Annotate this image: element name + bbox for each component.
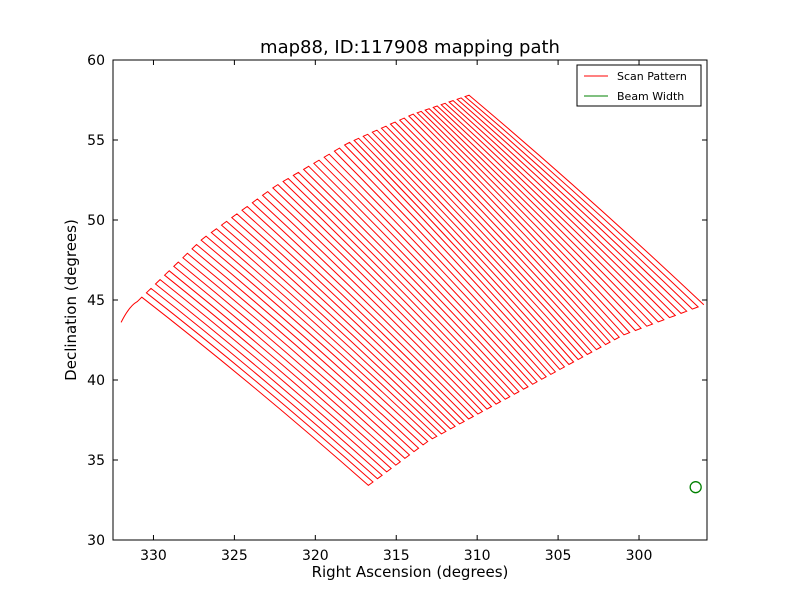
y-tick-label: 35 bbox=[87, 453, 105, 469]
y-tick-label: 40 bbox=[87, 373, 105, 389]
x-tick-label: 300 bbox=[626, 548, 653, 564]
x-tick-label: 305 bbox=[545, 548, 572, 564]
legend-beam-width-label: Beam Width bbox=[617, 90, 684, 103]
chart-title: map88, ID:117908 mapping path bbox=[260, 37, 560, 58]
y-tick-label: 45 bbox=[87, 293, 105, 309]
x-axis-ticks: 330 325 320 315 310 305 300 bbox=[140, 60, 652, 564]
y-tick-label: 30 bbox=[87, 533, 105, 549]
legend-scan-pattern-label: Scan Pattern bbox=[617, 70, 687, 83]
scan-pattern-series bbox=[120, 94, 705, 487]
x-tick-label: 320 bbox=[302, 548, 329, 564]
x-tick-label: 315 bbox=[383, 548, 410, 564]
y-tick-label: 50 bbox=[87, 213, 105, 229]
scan-pattern-path bbox=[120, 94, 705, 487]
y-tick-label: 60 bbox=[87, 53, 105, 69]
beam-width-circle bbox=[689, 481, 702, 494]
x-axis-label: Right Ascension (degrees) bbox=[312, 563, 509, 581]
x-tick-label: 330 bbox=[140, 548, 167, 564]
y-axis-label: Declination (degrees) bbox=[62, 219, 80, 381]
legend: Scan Pattern Beam Width bbox=[576, 64, 702, 107]
y-axis-ticks: 30 35 40 45 50 55 60 bbox=[87, 53, 707, 549]
x-tick-label: 310 bbox=[464, 548, 491, 564]
y-tick-label: 55 bbox=[87, 133, 105, 149]
x-tick-label: 325 bbox=[221, 548, 248, 564]
legend-box bbox=[576, 64, 702, 107]
